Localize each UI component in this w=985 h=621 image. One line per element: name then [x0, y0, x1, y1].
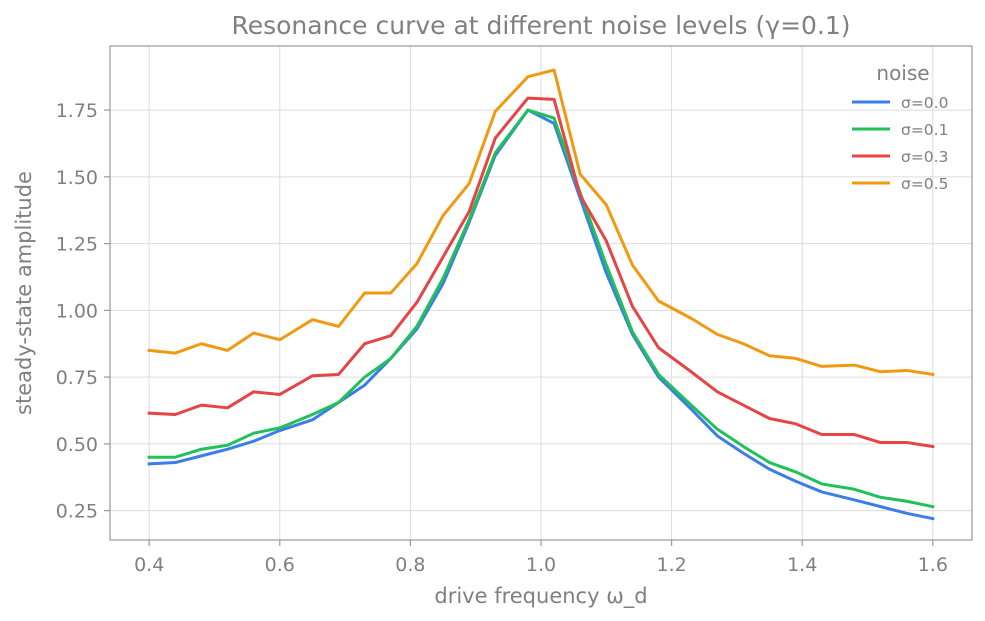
x-tick-label: 1.0: [526, 554, 556, 576]
y-tick-label: 1.25: [56, 234, 98, 256]
legend: noise σ=0.0 σ=0.1 σ=0.3 σ=0.5: [852, 61, 948, 193]
x-tick-label: 0.4: [134, 554, 164, 576]
y-tick-label: 1.75: [56, 100, 98, 122]
legend-label-2: σ=0.3: [901, 148, 948, 166]
y-tick-label: 0.75: [56, 367, 98, 389]
x-tick-label: 0.8: [395, 554, 425, 576]
x-tick-label: 1.2: [656, 554, 686, 576]
y-tick-label: 1.50: [56, 167, 98, 189]
x-tick-label: 0.6: [265, 554, 295, 576]
legend-label-0: σ=0.0: [901, 94, 948, 112]
series-line-3: [147, 68, 935, 377]
legend-label-1: σ=0.1: [901, 121, 948, 139]
series-line-1: [147, 108, 935, 509]
series-line-2: [147, 96, 935, 449]
y-tick-label: 1.00: [56, 300, 98, 322]
y-axis-title: steady-state amplitude: [12, 171, 36, 415]
axis-ticks: 0.4 0.6 0.8 1.0 1.2 1.4 1.6 0.25 0.50 0.75 1.00 1.2…: [56, 100, 948, 576]
x-axis-title: drive frequency ω_d: [434, 584, 647, 609]
legend-label-3: σ=0.5: [901, 175, 948, 193]
chart-title: Resonance curve at different noise level…: [231, 11, 850, 40]
y-tick-label: 0.25: [56, 501, 98, 523]
y-tick-label: 0.50: [56, 434, 98, 456]
x-tick-label: 1.4: [787, 554, 817, 576]
x-tick-label: 1.6: [918, 554, 948, 576]
legend-title: noise: [876, 61, 929, 85]
plot-series: [147, 68, 935, 521]
series-line-0: [147, 108, 935, 521]
grid: [110, 46, 972, 540]
